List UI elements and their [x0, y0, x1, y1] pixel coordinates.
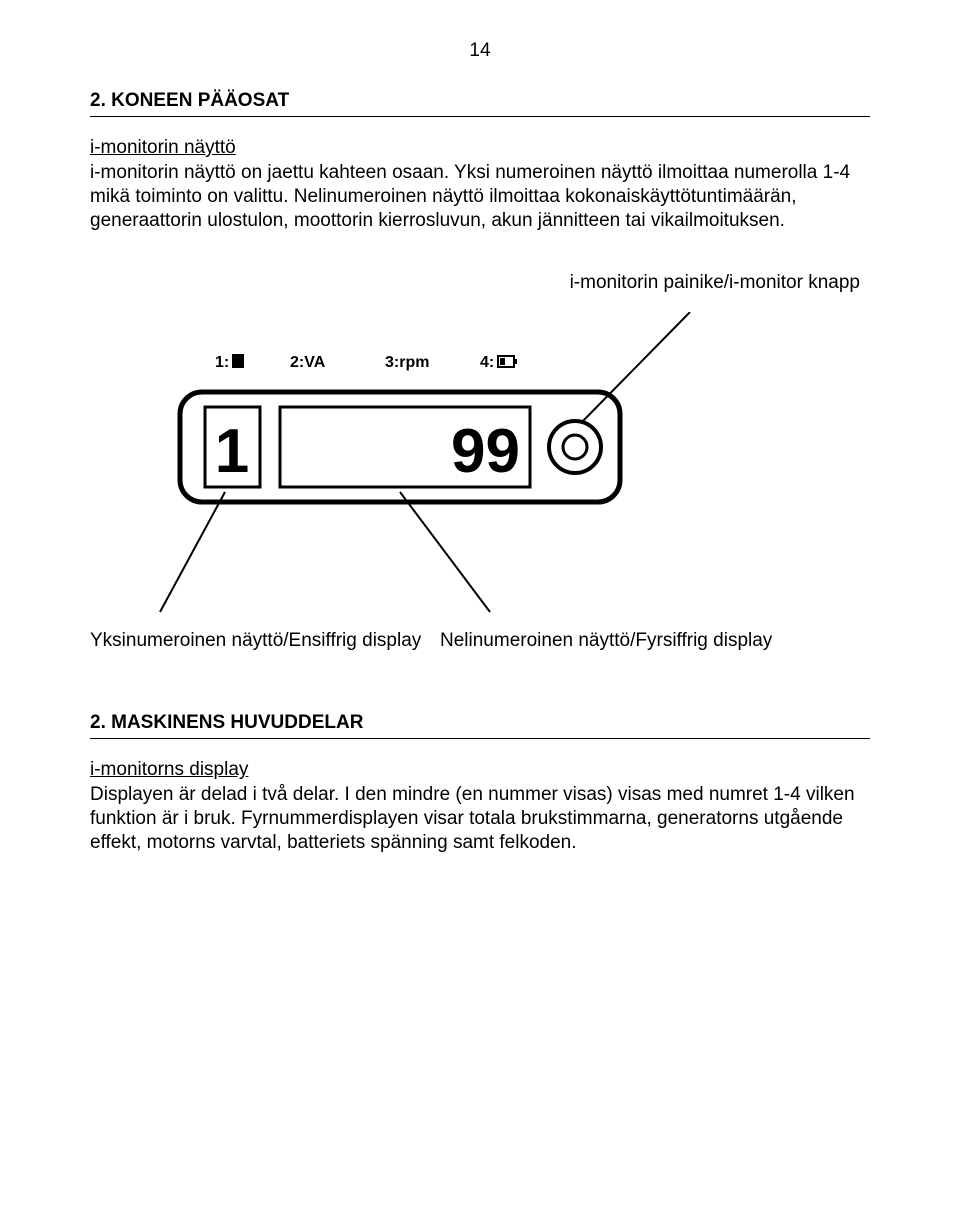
- monitor-button-inner: [563, 435, 587, 459]
- mode4-label: 4:: [480, 354, 494, 371]
- single-digit-value: 1: [215, 417, 249, 486]
- monitor-diagram: i-monitorin painike/i-monitor knapp 1: 2…: [90, 272, 870, 652]
- diagram-label-multi: Nelinumeroinen näyttö/Fyrsiffrig display: [440, 630, 772, 652]
- multi-digit-value: 99: [451, 417, 520, 486]
- section1-rule: [90, 116, 870, 117]
- pointer-to-button: [582, 312, 690, 422]
- page-number: 14: [90, 40, 870, 62]
- monitor-svg: 1: 2:VA 3:rpm 4: 1 99: [150, 312, 710, 622]
- section1-subtitle: i-monitorin näyttö: [90, 137, 870, 159]
- section1-body: i-monitorin näyttö on jaettu kahteen osa…: [90, 161, 870, 232]
- pointer-to-multi: [400, 492, 490, 612]
- mode1-label: 1:: [215, 354, 229, 371]
- section2-subtitle: i-monitorns display: [90, 759, 870, 781]
- mode3-label: 3:rpm: [385, 354, 429, 371]
- section2-rule: [90, 738, 870, 739]
- mode2-label: 2:VA: [290, 354, 326, 371]
- pointer-to-single: [160, 492, 225, 612]
- diagram-label-button: i-monitorin painike/i-monitor knapp: [570, 272, 860, 294]
- diagram-label-single: Yksinumeroinen näyttö/Ensiffrig display: [90, 630, 421, 652]
- section2-body: Displayen är delad i två delar. I den mi…: [90, 783, 870, 854]
- section2-heading: 2. MASKINENS HUVUDDELAR: [90, 712, 870, 734]
- section1-heading: 2. KONEEN PÄÄOSAT: [90, 90, 870, 112]
